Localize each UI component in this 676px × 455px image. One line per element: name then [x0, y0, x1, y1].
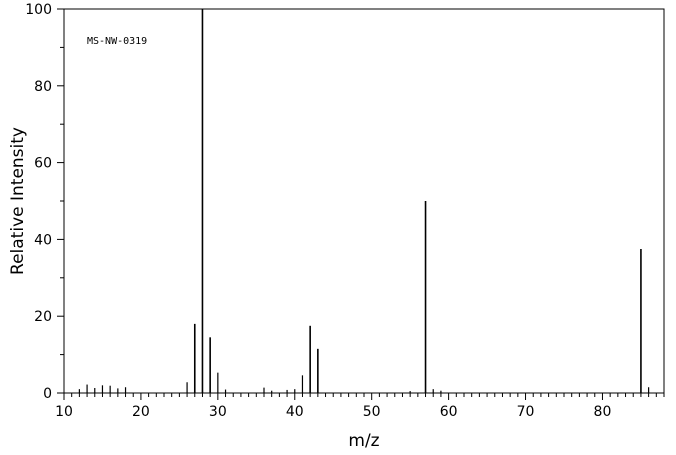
y-tick-label: 0 — [43, 386, 52, 402]
y-tick-label: 80 — [34, 79, 52, 95]
x-tick-label: 20 — [132, 404, 150, 420]
x-axis: 10 20 30 40 50 60 70 80 — [55, 393, 665, 420]
y-tick-label: 40 — [34, 232, 52, 248]
peaks-group — [78, 9, 650, 393]
x-tick-label: 70 — [517, 404, 535, 420]
x-tick-label: 30 — [209, 404, 227, 420]
x-tick-label: 80 — [594, 404, 612, 420]
y-tick-label: 100 — [25, 2, 52, 18]
spectrum-annotation: MS-NW-0319 — [87, 36, 147, 47]
x-axis-title: m/z — [348, 431, 379, 451]
x-tick-label: 50 — [363, 404, 381, 420]
plot-frame — [63, 8, 665, 394]
y-tick-label: 60 — [34, 156, 52, 172]
x-tick-label: 10 — [55, 404, 73, 420]
y-axis: 0 20 40 60 80 100 — [25, 2, 64, 402]
x-tick-label: 60 — [440, 404, 458, 420]
y-axis-title: Relative Intensity — [8, 127, 28, 275]
y-tick-label: 20 — [34, 309, 52, 325]
x-tick-label: 40 — [286, 404, 304, 420]
